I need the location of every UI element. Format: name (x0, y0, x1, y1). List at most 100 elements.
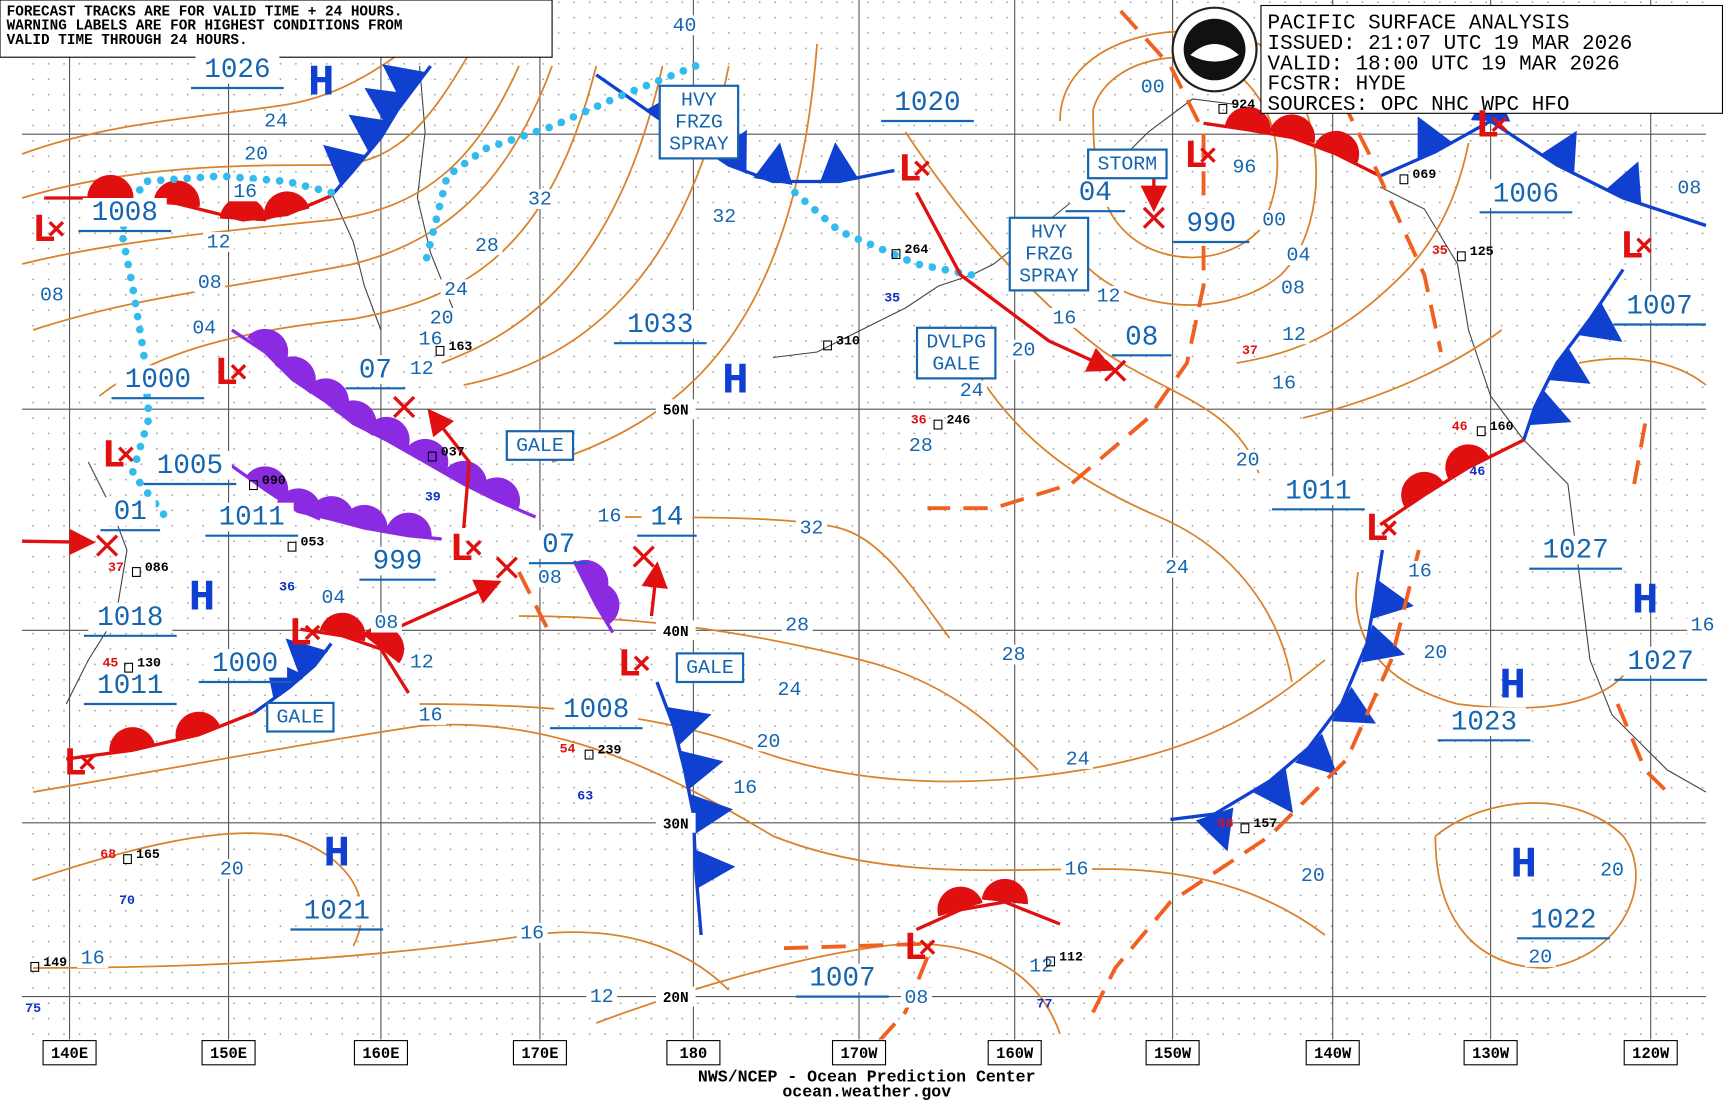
notice-line: VALID TIME THROUGH 24 HOURS. (7, 33, 248, 49)
lon-label-box (1145, 1040, 1200, 1066)
isobar-label: 12 (1282, 323, 1306, 346)
station-pressure: 165 (136, 847, 160, 862)
pressure-label: 07 (359, 355, 392, 386)
isobar-label-bg (471, 235, 503, 256)
lon-label: 150W (1154, 1045, 1192, 1063)
station-symbol (1399, 174, 1409, 185)
isobar-label-bg (440, 279, 472, 300)
low-center-x (1491, 116, 1508, 133)
isobar-label: 04 (322, 586, 346, 609)
station-pressure: 157 (1253, 816, 1277, 831)
low-center-x (230, 364, 247, 380)
station-pressure: 310 (836, 333, 860, 348)
station-pressure: 090 (262, 473, 286, 488)
station-pressure: 037 (441, 444, 465, 459)
isobar-label: 08 (375, 611, 399, 634)
lon-label: 140E (51, 1045, 88, 1063)
station-pressure: 069 (1412, 167, 1436, 182)
lon-label-box (666, 1040, 721, 1066)
isobar-label-bg (1048, 308, 1080, 328)
low-center-x (304, 624, 321, 641)
low-center: L (1365, 507, 1389, 552)
isobar-label: 16 (233, 180, 257, 203)
pressure-label: 1007 (1626, 292, 1692, 323)
pressure-label: 1027 (1628, 647, 1694, 678)
station-temperature: 54 (560, 741, 576, 756)
station-dewpoint: 39 (425, 490, 441, 505)
isobar-label-bg (1062, 749, 1094, 769)
isobar-label-bg (1228, 157, 1260, 178)
isobar-label: 24 (444, 278, 468, 301)
isobar-label: 16 (1408, 559, 1432, 582)
high-center: H (1510, 841, 1537, 891)
station-pressure: 149 (43, 955, 67, 970)
pressure-label-bg (1116, 322, 1168, 351)
pressure-label: 1018 (97, 603, 163, 634)
isobar-label: 24 (264, 110, 288, 133)
warning-text: GALE (276, 706, 324, 729)
isobar-label-bg (1596, 860, 1628, 880)
low-center: L (1184, 134, 1208, 179)
station-pressure: 053 (301, 535, 325, 550)
isobar-label-bg (194, 272, 226, 293)
isobar-label: 16 (598, 504, 622, 527)
isobar-label-bg (1687, 614, 1719, 635)
pressure-label: 14 (650, 503, 683, 534)
notice-line: FORECAST TRACKS ARE FOR VALID TIME + 24 … (7, 4, 403, 20)
pressure-label-bg (800, 963, 885, 993)
warning-text: DVLPG (926, 331, 986, 354)
station-symbol (287, 541, 297, 552)
station-pressure: 125 (1470, 244, 1494, 259)
station-pressure: 924 (1231, 97, 1255, 112)
station-temperature: 37 (1242, 343, 1258, 358)
lon-label: 180 (680, 1045, 708, 1063)
lon-label: 120W (1632, 1045, 1670, 1063)
pressure-label-bg (1617, 291, 1702, 321)
isobar-label-bg (774, 679, 805, 700)
pressure-label-bg (618, 310, 703, 339)
low-center-x (1381, 520, 1397, 536)
low-center-x (919, 939, 936, 955)
lon-label: 170W (841, 1045, 879, 1063)
station-symbol (131, 567, 141, 577)
pressure-label-bg (203, 649, 288, 678)
lat-label-box (655, 986, 696, 1007)
low-center-x (633, 655, 650, 672)
station-symbol (1456, 251, 1466, 262)
pressure-label-bg (104, 497, 156, 526)
isobar-label-bg (426, 308, 458, 328)
warning-text: GALE (686, 656, 734, 679)
warning-box (1087, 148, 1168, 180)
isobar-label-bg (586, 986, 618, 1007)
high-center: H (1499, 661, 1526, 711)
station-symbol (1240, 823, 1250, 834)
warning-text: SPRAY (1019, 265, 1079, 288)
isobar-label: 20 (1423, 641, 1447, 664)
station-symbol (124, 662, 134, 673)
station-dewpoint: 70 (119, 893, 135, 908)
low-center: L (1620, 224, 1644, 269)
isobar-label-bg (1404, 561, 1436, 581)
fronts (44, 64, 1707, 936)
station-dewpoint: 46 (1469, 464, 1485, 479)
low-center-x (1636, 237, 1652, 254)
pressure-label: 07 (542, 530, 575, 561)
warning-box (266, 701, 335, 733)
isobar-label: 16 (419, 327, 443, 350)
isobar-label-bg (534, 567, 566, 588)
pressure-label: 1008 (563, 695, 629, 726)
isobar-label-bg (1278, 324, 1310, 345)
station-dewpoint: 63 (577, 789, 593, 804)
pressure-label-bg (1483, 179, 1568, 208)
station-symbol (823, 340, 832, 351)
isobar-label: 40 (673, 14, 697, 37)
warning-text: FRZG (1025, 243, 1073, 266)
footer-line: NWS/NCEP - Ocean Prediction Center (698, 1067, 1036, 1086)
pressure-label-bg (1276, 476, 1361, 505)
isobar-label-bg (370, 612, 402, 633)
station-dewpoint: 77 (1037, 997, 1053, 1012)
isobar-label-bg (1137, 77, 1169, 97)
isobar-label-bg (415, 705, 447, 725)
station-symbol (123, 854, 132, 865)
